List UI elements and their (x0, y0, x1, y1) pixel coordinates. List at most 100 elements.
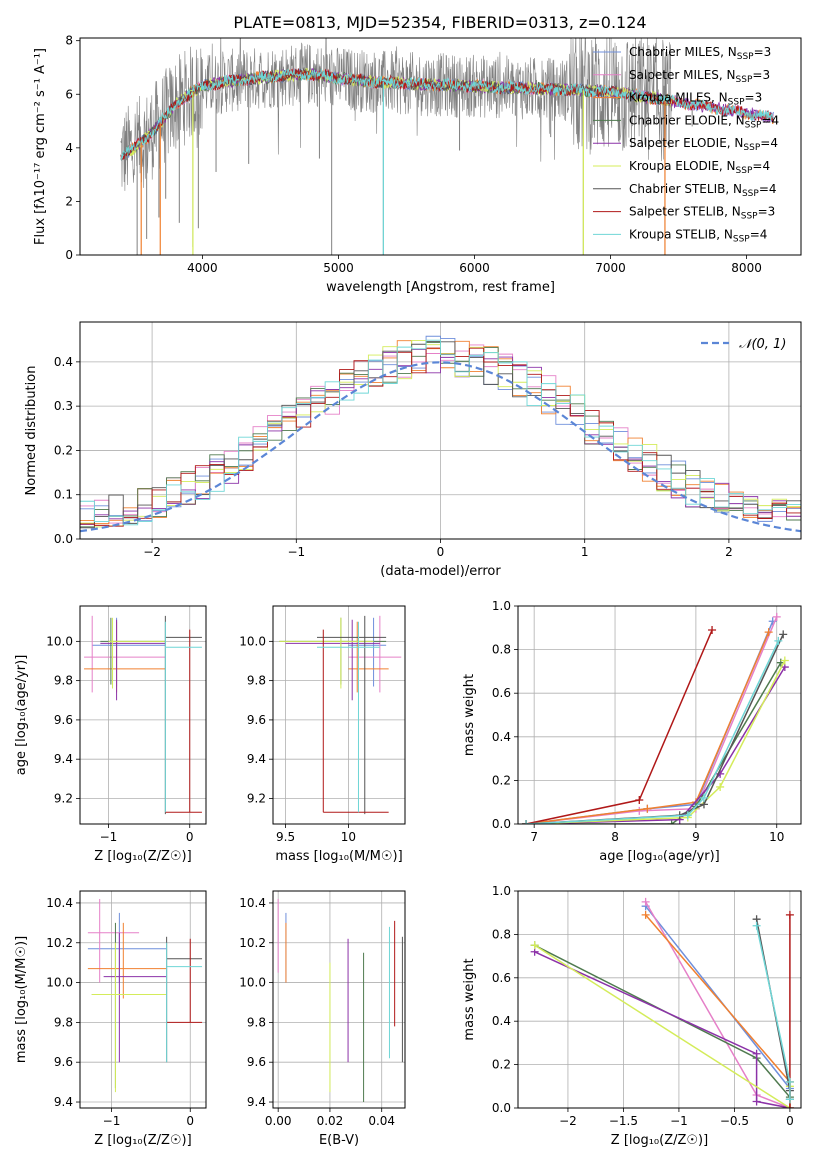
x-axis-label: (data-model)/error (380, 564, 501, 579)
observed-spectrum-line (120, 38, 673, 191)
x-tick-label: 2 (725, 545, 733, 559)
y-tick-label: 0.0 (492, 817, 511, 831)
mass-weight-marker (635, 796, 644, 805)
y-axis-label: Flux [fλ10⁻¹⁷ erg cm⁻² s⁻¹ A⁻¹] (33, 48, 48, 245)
axes-frame (272, 605, 406, 825)
y-tick-label: 2 (65, 194, 73, 208)
y-tick-label: 0.0 (54, 532, 73, 546)
y-tick-label: 9.4 (54, 1095, 73, 1109)
y-tick-label: 10.0 (239, 634, 266, 648)
axes-frame (79, 890, 207, 1109)
mass-weight-marker (641, 897, 650, 906)
x-tick-label: 1 (581, 545, 589, 559)
x-axis-label: age [log₁₀(age/yr)] (599, 849, 720, 864)
y-tick-label: 10.2 (46, 936, 73, 950)
mass-weight-marker (785, 1104, 794, 1108)
y-tick-label: 0.4 (54, 355, 73, 369)
spectrum-plot-area (120, 38, 775, 255)
y-tick-label: 9.2 (247, 791, 266, 805)
y-tick-label: 10.4 (46, 896, 73, 910)
y-tick-label: 10.4 (239, 896, 266, 910)
weight-vs-Z-panel: −2 −1.5 −1 −0.5 0 0.0 0.2 0.4 0.6 0.8 1.0 Z [log₁₀(… (462, 884, 802, 1148)
mass-weight-marker (785, 1077, 794, 1086)
y-tick-label: 9.4 (247, 1095, 266, 1109)
y-tick-label: 0.4 (492, 730, 511, 744)
y-tick-label: 1.0 (492, 599, 511, 613)
y-tick-label: 0.6 (492, 971, 511, 985)
spectrum-panel: 4000 5000 6000 7000 8000 0 2 4 6 8 wavelength [Ang… (33, 34, 802, 295)
weight_vs_age-plot-area (522, 612, 789, 824)
legend-label: Salpeter ELODIE, NSSP=4 (629, 136, 778, 153)
mass-weight-line (534, 951, 791, 1108)
mass_vs_ebv-plot-area (277, 898, 403, 1103)
y-tick-label: 9.6 (54, 1055, 73, 1069)
x-tick-label: 0.00 (265, 1114, 292, 1128)
axes-frame (517, 890, 802, 1109)
axes-frame (272, 890, 406, 1109)
y-tick-label: 9.2 (54, 791, 73, 805)
mass-weight-marker (716, 782, 725, 791)
y-tick-label: 0 (65, 248, 73, 262)
y-tick-label: 10.0 (239, 976, 266, 990)
mass-weight-marker (643, 804, 652, 813)
axes-frame (517, 605, 802, 825)
x-tick-label: 5000 (323, 261, 354, 275)
figure-title: PLATE=0813, MJD=52354, FIBERID=0313, z=0… (233, 13, 646, 32)
legend-label: Salpeter MILES, NSSP=3 (629, 68, 770, 85)
mass-weight-marker (772, 612, 781, 621)
normal-curve (80, 361, 801, 533)
mass-weight-marker (530, 941, 539, 950)
y-tick-label: 9.8 (247, 1015, 266, 1029)
y-tick-label: 10.0 (46, 634, 73, 648)
y-tick-label: 6 (65, 87, 73, 101)
y-tick-label: 1.0 (492, 884, 511, 898)
mass-weight-line (525, 629, 713, 824)
y-tick-label: 10.0 (46, 976, 73, 990)
y-tick-label: 9.8 (247, 674, 266, 688)
x-axis-label: E(B-V) (319, 1133, 359, 1148)
x-tick-label: −1 (103, 1114, 121, 1128)
axes-frame (79, 605, 207, 825)
x-axis-label: Z [log₁₀(Z/Z☉)] (94, 849, 191, 864)
mass-weight-marker (635, 806, 644, 815)
x-tick-label: −2 (559, 1114, 577, 1128)
x-tick-label: 0 (186, 1114, 194, 1128)
age-vs-mass-panel: 9.5 10 9.2 9.4 9.6 9.8 10.0 mass [log₁₀(M/M☉)] (239, 605, 406, 864)
mass-weight-marker (785, 910, 794, 919)
mass-weight-marker (641, 910, 650, 919)
y-tick-label: 0.1 (54, 488, 73, 502)
mass-weight-marker (752, 1049, 761, 1058)
x-tick-label: −0.5 (720, 1114, 749, 1128)
residuals-panel: −2 −1 0 1 2 0.0 0.1 0.2 0.3 0.4 (data-model)/error… (24, 321, 802, 579)
mass-weight-marker (752, 921, 761, 930)
mass_vs_Z-plot-area (87, 898, 203, 1093)
mass-weight-marker (699, 793, 708, 802)
mass-weight-marker (774, 636, 783, 645)
axes-frame (79, 37, 802, 256)
x-tick-label: 7000 (595, 261, 626, 275)
axes-frame (79, 321, 802, 540)
mass-weight-line (526, 633, 784, 824)
x-tick-label: 8000 (731, 261, 762, 275)
mass-weight-line (534, 944, 791, 1108)
x-tick-label: 9.5 (276, 830, 295, 844)
residuals-plot-area (80, 335, 801, 533)
x-tick-label: 7 (530, 830, 538, 844)
x-tick-label: 0 (786, 1114, 794, 1128)
y-tick-label: 0.4 (492, 1014, 511, 1028)
y-tick-label: 0.3 (54, 399, 73, 413)
y-tick-label: 9.6 (247, 1055, 266, 1069)
age-vs-Z-panel: −1 0 9.2 9.4 9.6 9.8 10.0 Z [log₁₀(Z/Z☉)] age [l… (14, 605, 207, 864)
mass-weight-line (526, 640, 780, 824)
mass-weight-marker (708, 625, 717, 634)
y-tick-label: 0.8 (492, 927, 511, 941)
mass-vs-Z-panel: −1 0 9.4 9.6 9.8 10.0 10.2 10.4 Z [log₁₀(Z/Z☉)] m… (14, 890, 207, 1148)
x-axis-label: wavelength [Angstrom, rest frame] (326, 280, 555, 295)
spectrum-legend: Chabrier MILES, NSSP=3 Salpeter MILES, NS… (593, 45, 779, 244)
legend-label: Chabrier ELODIE, NSSP=4 (629, 113, 779, 130)
mass-weight-line (526, 631, 770, 824)
legend-label: 𝒩(0, 1) (739, 337, 786, 352)
y-axis-label: mass [log₁₀(M/M☉)] (14, 936, 29, 1063)
weight-vs-age-panel: 7 8 9 10 0.0 0.2 0.4 0.6 0.8 1.0 age [log₁₀(age/yr… (462, 599, 802, 864)
x-tick-label: 0 (437, 545, 445, 559)
